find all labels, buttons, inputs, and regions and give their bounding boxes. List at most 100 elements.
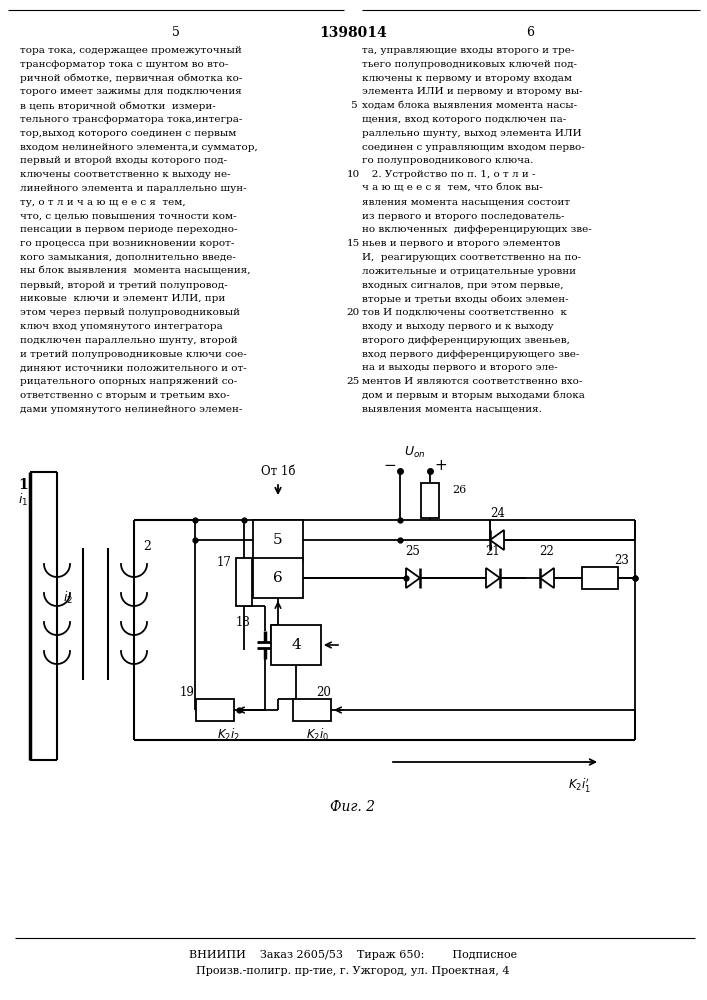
Bar (421, 483, 439, 518)
Text: в цепь вторичной обмотки  измери-: в цепь вторичной обмотки измери- (20, 101, 216, 111)
Text: 6: 6 (526, 26, 534, 39)
Text: 20: 20 (317, 686, 332, 698)
Text: ны блок выявления  момента насыщения,: ны блок выявления момента насыщения, (20, 267, 250, 276)
Text: 10: 10 (346, 170, 360, 179)
Text: $K_2i_1'$: $K_2i_1'$ (568, 776, 592, 794)
Text: $K_2i_0$: $K_2i_0$ (306, 727, 329, 743)
Text: входом нелинейного элемента,и сумматор,: входом нелинейного элемента,и сумматор, (20, 143, 258, 152)
Text: рицательного опорных напряжений со-: рицательного опорных напряжений со- (20, 377, 238, 386)
Polygon shape (406, 568, 420, 588)
Text: 21: 21 (486, 545, 501, 558)
Text: Произв.-полигр. пр-тие, г. Ужгород, ул. Проектная, 4: Произв.-полигр. пр-тие, г. Ужгород, ул. … (197, 966, 510, 976)
Bar (236, 558, 252, 606)
Text: диняют источники положительного и от-: диняют источники положительного и от- (20, 363, 247, 372)
Text: 22: 22 (539, 545, 554, 558)
Text: вторые и третьи входы обоих элемен-: вторые и третьи входы обоих элемен- (362, 294, 568, 304)
Polygon shape (540, 568, 554, 588)
Text: входу и выходу первого и к выходу: входу и выходу первого и к выходу (362, 322, 554, 331)
Text: трансформатор тока с шунтом во вто-: трансформатор тока с шунтом во вто- (20, 60, 228, 69)
Text: 26: 26 (452, 485, 466, 495)
Text: тор,выход которого соединен с первым: тор,выход которого соединен с первым (20, 129, 236, 138)
Text: 1398014: 1398014 (319, 26, 387, 40)
Bar (293, 699, 331, 721)
Text: 15: 15 (346, 239, 360, 248)
Text: щения, вход которого подключен па-: щения, вход которого подключен па- (362, 115, 566, 124)
Text: тельного трансформатора тока,интегра-: тельного трансформатора тока,интегра- (20, 115, 243, 124)
Text: ч а ю щ е е с я  тем, что блок вы-: ч а ю щ е е с я тем, что блок вы- (362, 184, 543, 193)
Text: От 1б: От 1б (261, 465, 296, 478)
Text: 23: 23 (614, 554, 629, 566)
Text: что, с целью повышения точности ком-: что, с целью повышения точности ком- (20, 212, 237, 221)
Text: 5: 5 (350, 101, 356, 110)
Text: из первого и второго последователь-: из первого и второго последователь- (362, 212, 564, 221)
Text: 2. Устройство по п. 1, о т л и -: 2. Устройство по п. 1, о т л и - (362, 170, 535, 179)
Text: 4: 4 (291, 638, 301, 652)
Text: 5: 5 (172, 26, 180, 39)
Bar (582, 567, 618, 589)
Text: го процесса при возникновении корот-: го процесса при возникновении корот- (20, 239, 235, 248)
Text: 24: 24 (491, 507, 506, 520)
Text: 17: 17 (216, 556, 231, 568)
Bar (196, 699, 234, 721)
Text: го полупроводникового ключа.: го полупроводникового ключа. (362, 156, 533, 165)
Polygon shape (490, 530, 504, 550)
Text: первый и второй входы которого под-: первый и второй входы которого под- (20, 156, 227, 165)
Text: раллельно шунту, выход элемента ИЛИ: раллельно шунту, выход элемента ИЛИ (362, 129, 582, 138)
Text: 25: 25 (346, 377, 360, 386)
Text: выявления момента насыщения.: выявления момента насыщения. (362, 405, 542, 414)
Text: первый, второй и третий полупровод-: первый, второй и третий полупровод- (20, 281, 228, 290)
Text: дом и первым и вторым выходами блока: дом и первым и вторым выходами блока (362, 391, 585, 400)
Text: ричной обмотке, первичная обмотка ко-: ричной обмотке, первичная обмотка ко- (20, 74, 243, 83)
Text: никовые  ключи и элемент ИЛИ, при: никовые ключи и элемент ИЛИ, при (20, 294, 226, 303)
Text: соединен с управляющим входом перво-: соединен с управляющим входом перво- (362, 143, 585, 152)
Text: 18: 18 (235, 616, 250, 630)
Text: 20: 20 (346, 308, 360, 317)
Text: но включенных  дифференцирующих зве-: но включенных дифференцирующих зве- (362, 225, 592, 234)
Bar (253, 558, 303, 598)
Text: ключены к первому и второму входам: ключены к первому и второму входам (362, 74, 572, 83)
Bar (253, 520, 303, 560)
Text: ментов И являются соответственно вхо-: ментов И являются соответственно вхо- (362, 377, 583, 386)
Text: 19: 19 (180, 686, 194, 698)
Text: Фиг. 2: Фиг. 2 (330, 800, 375, 814)
Text: ВНИИПИ    Заказ 2605/53    Тираж 650:        Подписное: ВНИИПИ Заказ 2605/53 Тираж 650: Подписно… (189, 950, 517, 960)
Bar (271, 625, 321, 665)
Text: второго дифференцирующих звеньев,: второго дифференцирующих звеньев, (362, 336, 570, 345)
Text: дами упомянутого нелинейного элемен-: дами упомянутого нелинейного элемен- (20, 405, 243, 414)
Text: 1: 1 (18, 478, 28, 492)
Text: 25: 25 (406, 545, 421, 558)
Text: элемента ИЛИ и первому и второму вы-: элемента ИЛИ и первому и второму вы- (362, 87, 583, 96)
Text: ходам блока выявления момента насы-: ходам блока выявления момента насы- (362, 101, 577, 110)
Text: И,  реагирующих соответственно на по-: И, реагирующих соответственно на по- (362, 253, 581, 262)
Text: ключены соответственно к выходу не-: ключены соответственно к выходу не- (20, 170, 230, 179)
Text: и третий полупроводниковые ключи сое-: и третий полупроводниковые ключи сое- (20, 350, 247, 359)
Text: пенсации в первом периоде переходно-: пенсации в первом периоде переходно- (20, 225, 238, 234)
Text: ту, о т л и ч а ю щ е е с я  тем,: ту, о т л и ч а ю щ е е с я тем, (20, 198, 186, 207)
Text: ложительные и отрицательные уровни: ложительные и отрицательные уровни (362, 267, 576, 276)
Text: вход первого дифференцирующего зве-: вход первого дифференцирующего зве- (362, 350, 579, 359)
Text: линейного элемента и параллельно шун-: линейного элемента и параллельно шун- (20, 184, 247, 193)
Text: подключен параллельно шунту, второй: подключен параллельно шунту, второй (20, 336, 238, 345)
Text: 5: 5 (273, 533, 283, 547)
Text: торого имеет зажимы для подключения: торого имеет зажимы для подключения (20, 87, 242, 96)
Text: ключ вход упомянутого интегратора: ключ вход упомянутого интегратора (20, 322, 223, 331)
Text: 6: 6 (273, 571, 283, 585)
Text: 2: 2 (143, 540, 151, 553)
Text: $K_2i_2$: $K_2i_2$ (216, 727, 240, 743)
Text: +: + (435, 458, 448, 474)
Text: −: − (384, 458, 397, 474)
Text: этом через первый полупроводниковый: этом через первый полупроводниковый (20, 308, 240, 317)
Polygon shape (486, 568, 500, 588)
Text: на и выходы первого и второго эле-: на и выходы первого и второго эле- (362, 363, 558, 372)
Text: $U_{on}$: $U_{on}$ (404, 445, 426, 460)
Text: входных сигналов, при этом первые,: входных сигналов, при этом первые, (362, 281, 563, 290)
Text: явления момента насыщения состоит: явления момента насыщения состоит (362, 198, 570, 207)
Text: $i_2$: $i_2$ (63, 590, 73, 606)
Text: тьего полупроводниковых ключей под-: тьего полупроводниковых ключей под- (362, 60, 577, 69)
Text: ньев и первого и второго элементов: ньев и первого и второго элементов (362, 239, 561, 248)
Text: кого замыкания, дополнительно введе-: кого замыкания, дополнительно введе- (20, 253, 236, 262)
Text: тов И подключены соответственно  к: тов И подключены соответственно к (362, 308, 567, 317)
Text: ответственно с вторым и третьим вхо-: ответственно с вторым и третьим вхо- (20, 391, 230, 400)
Text: $i_1$: $i_1$ (18, 492, 28, 508)
Text: та, управляющие входы второго и тре-: та, управляющие входы второго и тре- (362, 46, 574, 55)
